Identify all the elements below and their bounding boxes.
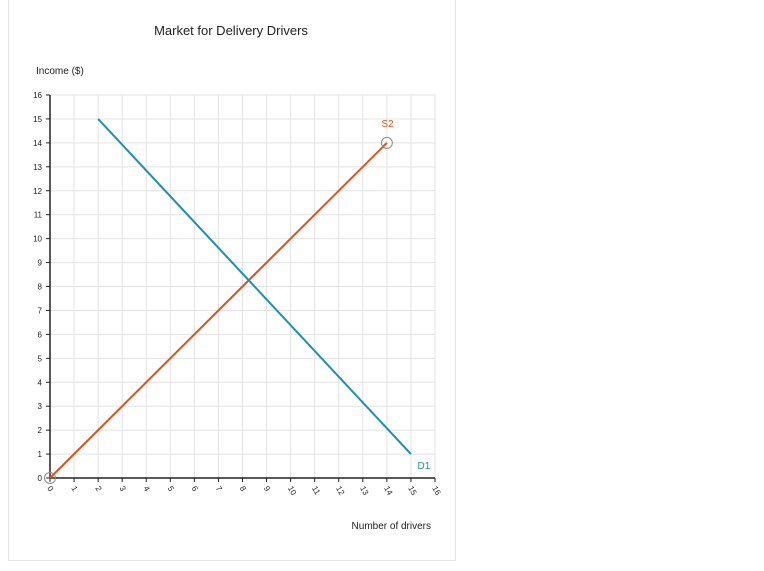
x-tick-label: 16	[430, 485, 443, 498]
x-tick-label: 0	[45, 485, 55, 494]
y-tick-label: 4	[38, 378, 43, 387]
series-label-s2: S2	[381, 119, 394, 130]
x-tick-label: 2	[93, 485, 103, 494]
chart-title: Market for Delivery Drivers	[154, 23, 308, 38]
y-tick-label: 7	[38, 306, 43, 315]
x-tick-label: 8	[238, 485, 248, 494]
series-lines[interactable]: S2 D1	[44, 118, 431, 484]
x-tick-label: 5	[166, 485, 176, 494]
y-tick-label: 0	[38, 474, 43, 483]
y-tick-label: 2	[38, 426, 43, 435]
y-tick-label: 3	[38, 402, 43, 411]
series-line-d1[interactable]	[97, 118, 412, 455]
y-tick-label: 10	[33, 235, 42, 244]
x-tick-label: 9	[262, 485, 272, 494]
y-tick-label: 16	[33, 91, 42, 100]
x-tick-label: 14	[382, 485, 395, 498]
x-tick-label: 15	[406, 485, 419, 498]
x-tick-label: 13	[358, 485, 371, 498]
y-tick-label: 12	[33, 187, 42, 196]
series-line-s2[interactable]	[49, 142, 388, 479]
y-tick-label: 8	[38, 283, 43, 292]
curve-endpoint-handle[interactable]	[44, 472, 56, 484]
x-tick-label: 4	[142, 485, 152, 494]
y-tick-label: 15	[33, 115, 42, 124]
x-tick-label: 1	[69, 485, 79, 494]
y-tick-label: 6	[38, 330, 43, 339]
x-tick-label: 12	[334, 485, 347, 498]
chart-panel	[8, 0, 456, 561]
y-axis-label: Income ($)	[36, 66, 84, 77]
x-tick-label: 11	[310, 485, 322, 497]
x-tick-label: 6	[190, 485, 200, 494]
y-tick-label: 5	[38, 354, 43, 363]
x-tick-label: 3	[117, 485, 127, 494]
y-tick-label: 14	[33, 139, 42, 148]
series-label-d1: D1	[418, 461, 431, 472]
y-tick-label: 9	[38, 259, 43, 268]
x-tick-label: 7	[214, 485, 224, 494]
x-axis-label: Number of drivers	[352, 521, 431, 532]
y-tick-label: 1	[38, 450, 43, 459]
y-tick-label: 11	[34, 211, 43, 220]
curve-endpoint-handle[interactable]	[380, 136, 393, 149]
y-tick-label: 13	[33, 163, 42, 172]
x-tick-label: 10	[286, 485, 299, 498]
